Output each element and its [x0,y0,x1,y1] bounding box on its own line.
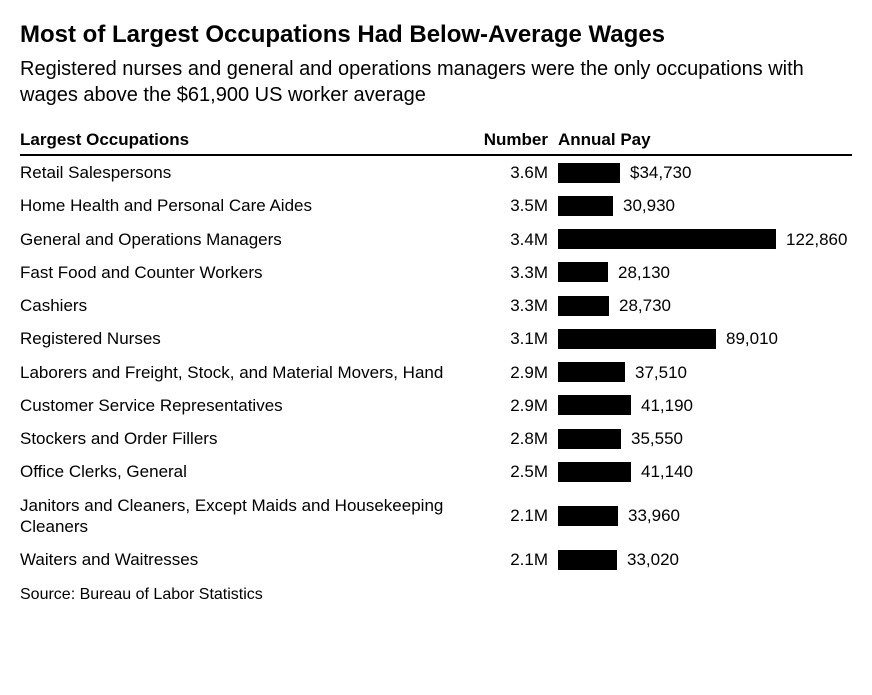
occupation-label: Office Clerks, General [20,461,478,482]
number-value: 2.8M [478,428,558,449]
occupation-label: Registered Nurses [20,328,478,349]
pay-cell: 122,860 [558,229,852,250]
table-row: Customer Service Representatives2.9M 41,1… [20,389,852,422]
number-value: 3.6M [478,162,558,183]
number-value: 2.1M [478,549,558,570]
pay-bar [558,329,716,349]
table-row: Fast Food and Counter Workers3.3M 28,130 [20,256,852,289]
pay-bar [558,262,608,282]
pay-value: 122,860 [786,229,847,250]
chart-source: Source: Bureau of Labor Statistics [20,586,852,604]
pay-cell: 41,190 [558,395,852,416]
table-row: Janitors and Cleaners, Except Maids and … [20,489,852,544]
pay-value: 33,020 [627,549,679,570]
pay-cell: 28,730 [558,295,852,316]
header-number: Number [478,130,558,150]
table-header: Largest Occupations Number Annual Pay [20,130,852,156]
number-value: 3.3M [478,295,558,316]
pay-value: 28,130 [618,262,670,283]
number-value: 2.5M [478,461,558,482]
pay-value: 35,550 [631,428,683,449]
table-row: General and Operations Managers3.4M 122,8… [20,223,852,256]
table-row: Cashiers3.3M 28,730 [20,289,852,322]
occupation-label: Customer Service Representatives [20,395,478,416]
table-body: Retail Salespersons3.6M $34,730 Home Healt… [20,156,852,576]
occupation-label: Janitors and Cleaners, Except Maids and … [20,495,478,538]
pay-bar [558,362,625,382]
header-occupation: Largest Occupations [20,130,478,150]
occupation-label: Retail Salespersons [20,162,478,183]
pay-cell: 37,510 [558,362,852,383]
pay-cell: 33,960 [558,505,852,526]
pay-value: 89,010 [726,328,778,349]
table-row: Office Clerks, General2.5M 41,140 [20,455,852,488]
chart-title: Most of Largest Occupations Had Below-Av… [20,20,852,50]
chart-subtitle: Registered nurses and general and operat… [20,56,852,108]
pay-bar [558,395,631,415]
table-row: Stockers and Order Fillers2.8M 35,550 [20,422,852,455]
pay-cell: 35,550 [558,428,852,449]
number-value: 3.1M [478,328,558,349]
pay-cell: $34,730 [558,162,852,183]
occupation-label: Fast Food and Counter Workers [20,262,478,283]
pay-bar [558,429,621,449]
pay-cell: 41,140 [558,461,852,482]
table-row: Registered Nurses3.1M 89,010 [20,322,852,355]
table-row: Home Health and Personal Care Aides3.5M 3… [20,189,852,222]
number-value: 3.5M [478,195,558,216]
pay-value: $34,730 [630,162,691,183]
number-value: 2.9M [478,362,558,383]
number-value: 2.9M [478,395,558,416]
pay-bar [558,196,613,216]
pay-bar [558,296,609,316]
pay-cell: 89,010 [558,328,852,349]
number-value: 3.4M [478,229,558,250]
pay-value: 41,140 [641,461,693,482]
occupation-label: General and Operations Managers [20,229,478,250]
pay-cell: 28,130 [558,262,852,283]
pay-value: 30,930 [623,195,675,216]
pay-bar [558,163,620,183]
table-row: Waiters and Waitresses2.1M 33,020 [20,543,852,576]
pay-value: 28,730 [619,295,671,316]
pay-value: 41,190 [641,395,693,416]
pay-cell: 33,020 [558,549,852,570]
pay-bar [558,229,776,249]
pay-value: 33,960 [628,505,680,526]
pay-cell: 30,930 [558,195,852,216]
occupation-label: Laborers and Freight, Stock, and Materia… [20,362,478,383]
number-value: 3.3M [478,262,558,283]
pay-bar [558,550,617,570]
number-value: 2.1M [478,505,558,526]
header-pay: Annual Pay [558,130,852,150]
pay-value: 37,510 [635,362,687,383]
occupation-label: Waiters and Waitresses [20,549,478,570]
occupation-label: Home Health and Personal Care Aides [20,195,478,216]
occupation-label: Stockers and Order Fillers [20,428,478,449]
table-row: Retail Salespersons3.6M $34,730 [20,156,852,189]
table-row: Laborers and Freight, Stock, and Materia… [20,356,852,389]
occupation-label: Cashiers [20,295,478,316]
pay-bar [558,462,631,482]
pay-bar [558,506,618,526]
